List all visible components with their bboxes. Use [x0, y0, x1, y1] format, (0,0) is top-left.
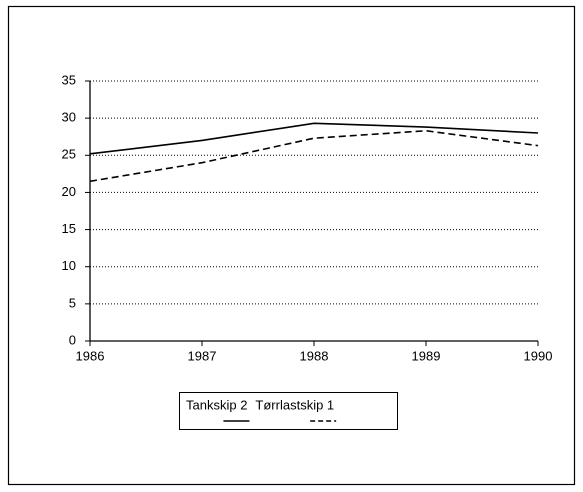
y-tick-label: 25 — [62, 147, 76, 162]
x-tick-label: 1990 — [524, 348, 553, 363]
x-tick-label: 1989 — [412, 348, 441, 363]
y-tick-label: 0 — [69, 332, 76, 347]
y-tick-label: 5 — [69, 295, 76, 310]
series-line — [89, 129, 539, 183]
y-tick-label: 30 — [62, 110, 76, 125]
chart-frame — [7, 5, 576, 486]
x-tick-label: 1988 — [300, 348, 329, 363]
y-tick-label: 35 — [62, 72, 76, 87]
y-tick-label: 15 — [62, 221, 76, 236]
y-tick-label: 20 — [62, 184, 76, 199]
legend-label: Tankskip 2 — [186, 397, 247, 412]
legend-label: Tørrlastskip 1 — [255, 397, 334, 412]
x-tick-label: 1986 — [76, 348, 105, 363]
legend-box — [179, 392, 398, 430]
x-tick-label: 1987 — [188, 348, 217, 363]
y-tick-label: 10 — [62, 258, 76, 273]
series-line — [89, 122, 539, 155]
